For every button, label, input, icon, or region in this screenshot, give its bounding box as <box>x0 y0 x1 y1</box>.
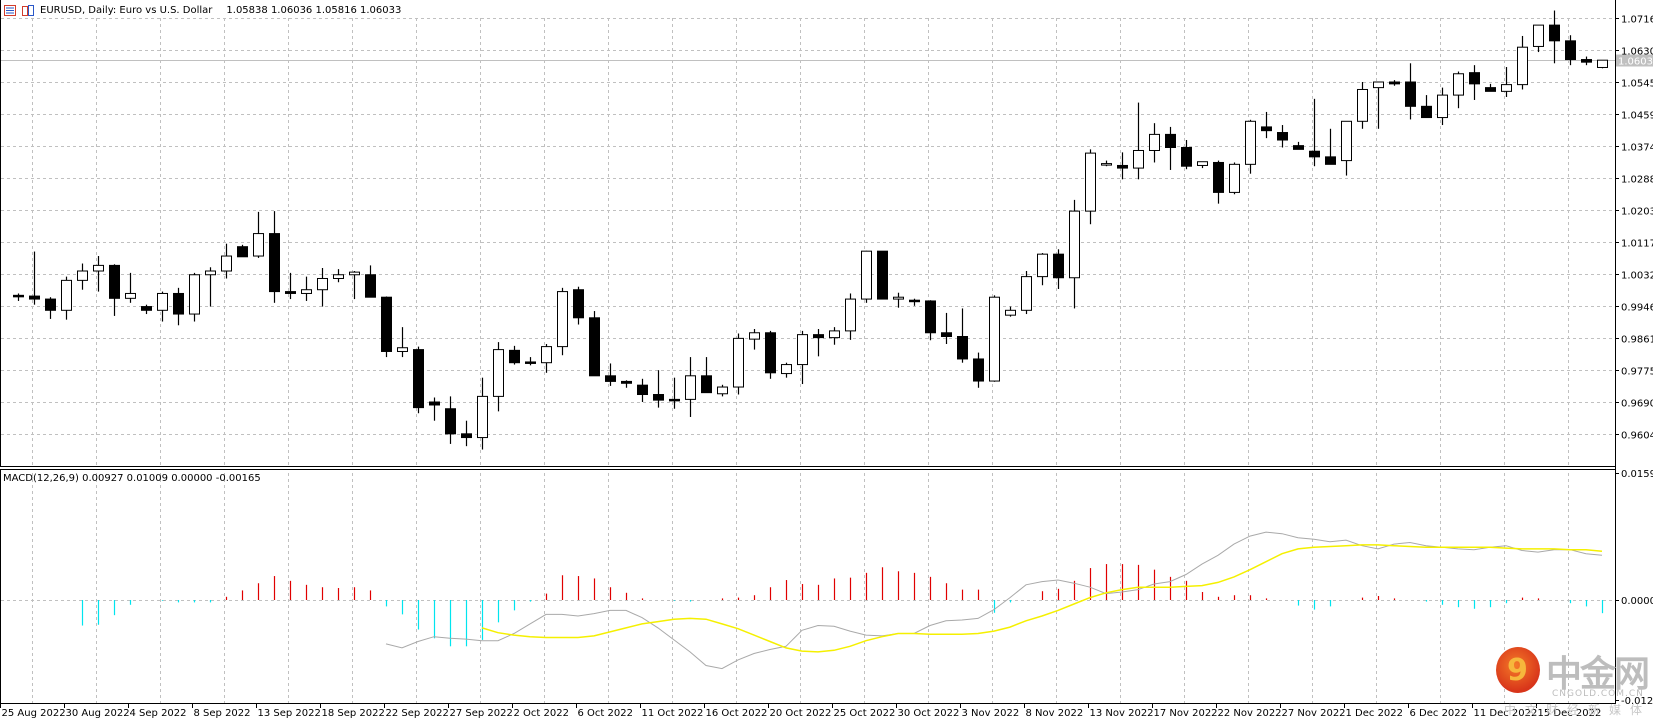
time-axis-label: 30 Aug 2022 <box>66 708 130 719</box>
price-axis-label: 1.01175 <box>1621 239 1653 250</box>
price-axis-label: 0.99465 <box>1621 303 1653 314</box>
time-axis-label: 13 Nov 2022 <box>1090 708 1154 719</box>
current-price-tag <box>1616 54 1653 67</box>
macd-axis-label: 0.01591 <box>1621 469 1653 480</box>
time-axis-label: 20 Oct 2022 <box>770 708 832 719</box>
price-axis-label: 1.02030 <box>1621 207 1653 218</box>
time-axis-label: 6 Dec 2022 <box>1410 708 1468 719</box>
time-axis-label: 30 Oct 2022 <box>898 708 960 719</box>
price-axis-label: 1.06305 <box>1621 47 1653 58</box>
time-axis-label: 15 Dec 2022 <box>1538 708 1602 719</box>
chart-header: EURUSD, Daily: Euro vs U.S. Dollar 1.058… <box>4 3 401 17</box>
time-axis-label: 27 Nov 2022 <box>1282 708 1346 719</box>
macd-axis-label: 0.00000 <box>1621 596 1653 607</box>
time-axis-label: 25 Aug 2022 <box>2 708 66 719</box>
price-axis-label: 1.05450 <box>1621 79 1653 90</box>
chart-title: EURUSD, Daily: Euro vs U.S. Dollar <box>40 4 213 16</box>
grid <box>1 18 1615 703</box>
macd-indicator-label: MACD(12,26,9) 0.00927 0.01009 0.00000 -0… <box>3 473 261 484</box>
time-axis-label: 11 Oct 2022 <box>642 708 704 719</box>
time-axis-label: 18 Sep 2022 <box>322 708 385 719</box>
price-axis-label: 0.97755 <box>1621 367 1653 378</box>
macd-axis-label: -0.01250 <box>1621 696 1653 707</box>
price-axis-label: 0.96045 <box>1621 431 1653 442</box>
time-axis-label: 8 Nov 2022 <box>1026 708 1084 719</box>
time-axis-label: 22 Nov 2022 <box>1218 708 1282 719</box>
time-axis-label: 4 Sep 2022 <box>130 708 187 719</box>
candles <box>13 10 1608 450</box>
price-axis-label: 1.07160 <box>1621 15 1653 26</box>
signal-line <box>481 544 1603 653</box>
time-axis-label: 2 Oct 2022 <box>514 708 569 719</box>
time-axis-label: 17 Nov 2022 <box>1154 708 1218 719</box>
price-axis-label: 1.04595 <box>1621 111 1653 122</box>
price-axis-label: 1.02885 <box>1621 175 1653 186</box>
time-axis-label: 13 Sep 2022 <box>258 708 321 719</box>
time-axis-label: 25 Oct 2022 <box>834 708 896 719</box>
chart-list-icon[interactable] <box>4 4 16 16</box>
time-axis-label: 27 Sep 2022 <box>450 708 513 719</box>
price-axis-label: 1.03740 <box>1621 143 1653 154</box>
time-axis-label: 8 Sep 2022 <box>194 708 251 719</box>
time-axis-label: 22 Sep 2022 <box>386 708 449 719</box>
macd-line <box>385 531 1603 670</box>
svg-text:1.06033: 1.06033 <box>1618 57 1653 68</box>
time-axis-label: 3 Nov 2022 <box>962 708 1020 719</box>
time-axis-label: 1 Dec 2022 <box>1346 708 1404 719</box>
time-axis-label: 16 Oct 2022 <box>706 708 768 719</box>
macd-histogram <box>81 564 1604 647</box>
chart-window-icon[interactable] <box>22 4 34 16</box>
time-axis-label: 11 Dec 2022 <box>1474 708 1538 719</box>
time-axis-label: 6 Oct 2022 <box>578 708 633 719</box>
ohlc-values: 1.05838 1.06036 1.05816 1.06033 <box>226 4 402 16</box>
